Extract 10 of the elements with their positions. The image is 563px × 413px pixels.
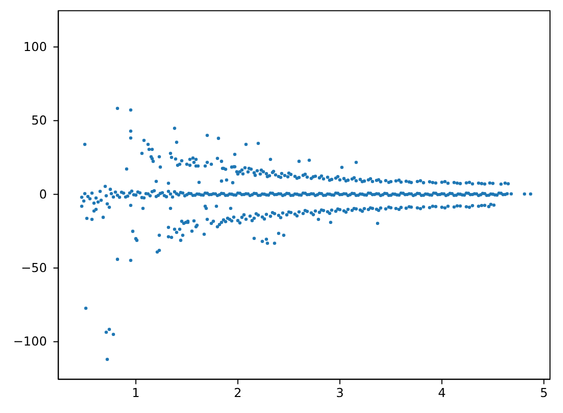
y-tick-label: −50 (20, 260, 47, 275)
x-tick-label: 3 (336, 386, 344, 400)
x-tick-label: 5 (540, 386, 548, 400)
x-tick-label: 4 (438, 386, 446, 400)
y-tick-label: 0 (39, 187, 47, 202)
x-tick-label: 1 (132, 386, 140, 400)
y-tick-label: 100 (23, 40, 47, 54)
y-tick-label: 50 (31, 114, 47, 128)
y-tick-label: −100 (13, 334, 47, 349)
x-tick-label: 2 (234, 386, 242, 400)
